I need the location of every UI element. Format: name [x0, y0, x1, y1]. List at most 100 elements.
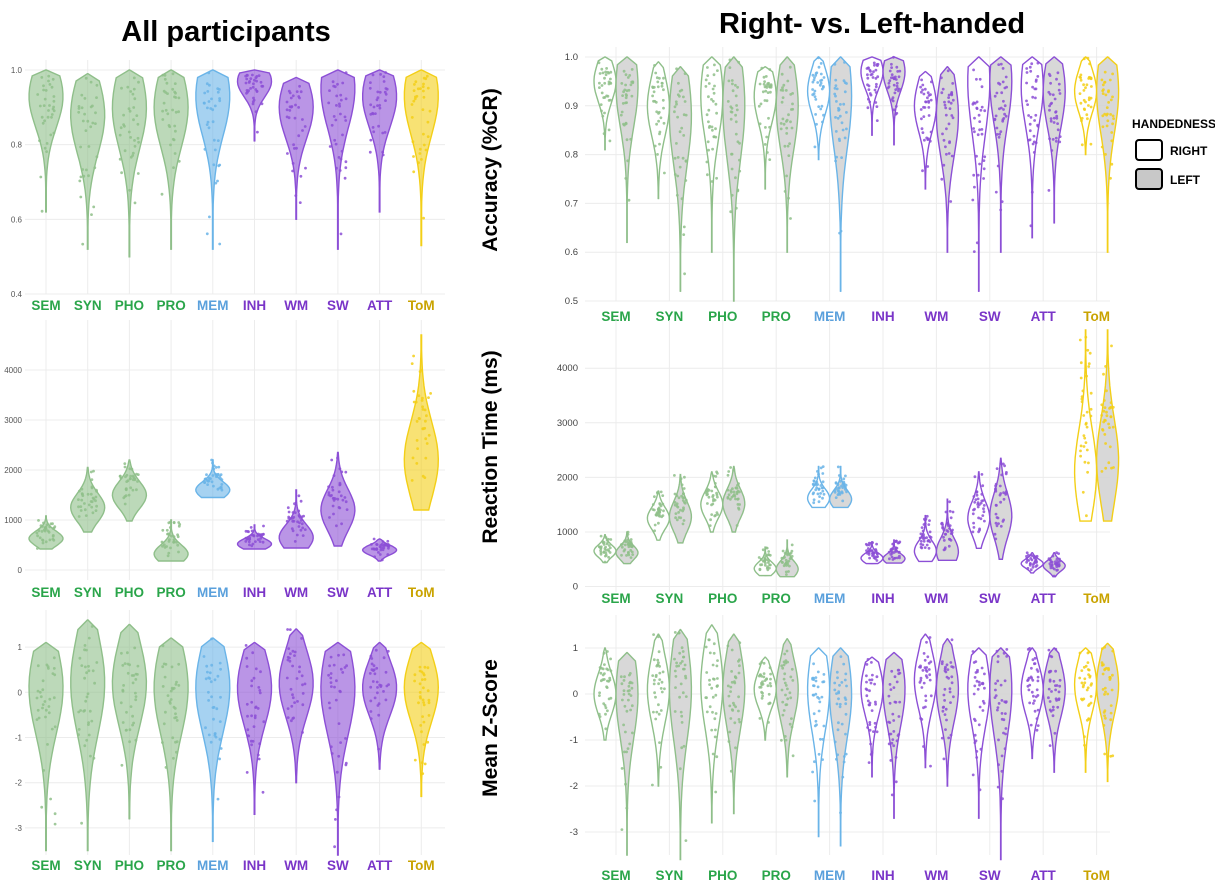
- data-point: [976, 687, 980, 691]
- data-point: [890, 741, 894, 745]
- data-point: [609, 98, 612, 102]
- data-point: [1050, 690, 1053, 693]
- data-point: [922, 652, 926, 655]
- data-point: [301, 703, 305, 707]
- data-point: [872, 556, 876, 560]
- data-point: [1108, 445, 1112, 449]
- data-point: [77, 105, 81, 108]
- data-point: [1029, 553, 1033, 557]
- data-point: [819, 466, 823, 470]
- data-point: [45, 150, 48, 154]
- data-point: [83, 744, 87, 748]
- data-point: [172, 521, 176, 525]
- data-point: [684, 695, 688, 698]
- data-point: [659, 116, 663, 120]
- data-point: [867, 761, 871, 764]
- data-point: [679, 477, 683, 481]
- data-point: [1083, 460, 1087, 464]
- data-point: [868, 678, 872, 682]
- data-point: [925, 514, 929, 518]
- data-point: [765, 135, 769, 139]
- data-point: [736, 140, 740, 144]
- data-point: [172, 540, 176, 544]
- category-label-wm: WM: [924, 868, 948, 883]
- data-point: [714, 712, 718, 715]
- data-point: [174, 712, 177, 716]
- data-point: [620, 828, 624, 831]
- data-point: [1003, 747, 1007, 751]
- data-point: [927, 137, 930, 141]
- data-point: [1107, 89, 1110, 92]
- data-point: [952, 695, 955, 699]
- data-point: [716, 472, 719, 475]
- category-label-pho: PHO: [115, 298, 144, 313]
- data-point: [372, 537, 376, 541]
- violin-mem-left: [828, 56, 853, 292]
- data-point: [1029, 562, 1032, 565]
- data-point: [412, 354, 415, 358]
- data-point: [607, 549, 611, 553]
- data-point: [604, 706, 608, 710]
- data-point: [245, 665, 249, 668]
- data-point: [736, 85, 739, 89]
- data-point: [682, 519, 686, 522]
- data-point: [1110, 344, 1113, 348]
- data-point: [1083, 677, 1087, 681]
- data-point: [36, 664, 40, 668]
- data-point: [212, 163, 216, 167]
- data-point: [684, 113, 688, 117]
- data-point: [784, 570, 788, 574]
- data-point: [52, 526, 56, 530]
- data-point: [768, 701, 772, 705]
- data-point: [869, 742, 872, 746]
- data-point: [328, 706, 332, 710]
- data-point: [1056, 705, 1060, 709]
- data-point: [205, 82, 209, 86]
- data-point: [177, 96, 181, 100]
- data-point: [789, 696, 793, 700]
- right-title: Right- vs. Left-handed: [719, 8, 1025, 40]
- data-point: [948, 527, 951, 530]
- data-point: [842, 484, 846, 488]
- data-point: [763, 556, 767, 560]
- data-point: [1001, 118, 1005, 121]
- data-point: [982, 504, 986, 507]
- data-point: [976, 497, 980, 501]
- data-point: [619, 543, 623, 546]
- data-point: [977, 723, 981, 727]
- data-point: [92, 469, 95, 473]
- data-point: [1036, 670, 1040, 673]
- data-point: [707, 495, 711, 499]
- data-point: [729, 490, 733, 494]
- data-point: [627, 684, 631, 688]
- data-point: [170, 665, 174, 669]
- data-point: [711, 663, 715, 667]
- data-point: [998, 107, 1001, 111]
- data-point: [709, 518, 712, 522]
- data-point: [837, 474, 841, 477]
- data-point: [948, 537, 951, 541]
- data-point: [975, 100, 979, 104]
- data-point: [212, 138, 216, 142]
- data-point: [972, 521, 975, 525]
- data-point: [45, 523, 49, 527]
- data-point: [370, 668, 374, 672]
- data-point: [729, 210, 733, 214]
- data-point: [48, 83, 52, 86]
- data-point: [660, 515, 664, 519]
- data-point: [1109, 113, 1112, 116]
- data-point: [865, 549, 868, 552]
- data-point: [1079, 449, 1082, 453]
- data-point: [655, 110, 659, 114]
- data-point: [291, 717, 295, 720]
- data-point: [811, 492, 815, 496]
- data-point: [207, 71, 211, 75]
- data-point: [712, 677, 716, 681]
- data-point: [1049, 119, 1053, 123]
- data-point: [1080, 400, 1084, 404]
- data-point: [79, 175, 83, 179]
- data-point: [413, 679, 416, 683]
- data-point: [1111, 425, 1115, 429]
- data-point: [678, 94, 681, 98]
- data-point: [87, 664, 90, 668]
